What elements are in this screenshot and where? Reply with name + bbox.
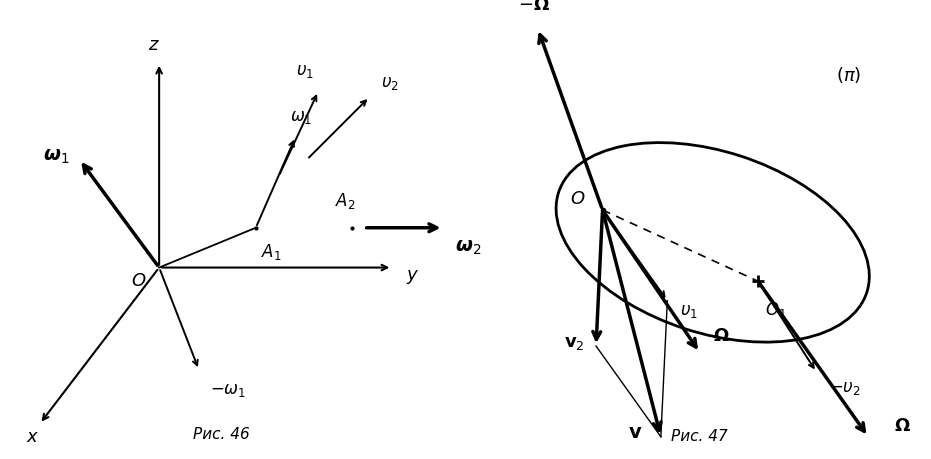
Text: $\boldsymbol{\omega}_2$: $\boldsymbol{\omega}_2$ [454, 237, 481, 256]
Text: Рис. 47: Рис. 47 [671, 428, 728, 443]
Text: $\upsilon_2$: $\upsilon_2$ [381, 73, 398, 91]
Text: $O$: $O$ [130, 271, 146, 289]
Text: $O_1$: $O_1$ [764, 299, 786, 319]
Text: $\omega_1$: $\omega_1$ [290, 107, 312, 125]
Text: $-\upsilon_2$: $-\upsilon_2$ [830, 379, 861, 397]
Text: $A_2$: $A_2$ [335, 190, 356, 211]
Text: $O$: $O$ [570, 190, 586, 208]
Text: $\mathbf{v}_2$: $\mathbf{v}_2$ [563, 333, 585, 351]
Text: $z$: $z$ [148, 36, 159, 54]
Text: $\upsilon_1$: $\upsilon_1$ [295, 62, 314, 80]
Text: $x$: $x$ [25, 427, 39, 445]
Text: Рис. 46: Рис. 46 [194, 426, 250, 441]
Text: $A_1$: $A_1$ [262, 241, 282, 262]
Text: $\upsilon_1$: $\upsilon_1$ [681, 301, 698, 319]
Text: $-\omega_1$: $-\omega_1$ [210, 380, 247, 398]
Text: $\boldsymbol{\Omega}$: $\boldsymbol{\Omega}$ [894, 416, 911, 434]
Text: $\boldsymbol{\omega}_1$: $\boldsymbol{\omega}_1$ [43, 146, 69, 165]
Text: $\boldsymbol{\Omega}$: $\boldsymbol{\Omega}$ [713, 326, 730, 344]
Text: $y$: $y$ [407, 267, 420, 285]
Text: $-\boldsymbol{\Omega}$: $-\boldsymbol{\Omega}$ [519, 0, 550, 14]
Text: $\mathbf{v}$: $\mathbf{v}$ [628, 422, 643, 441]
Text: $(\pi)$: $(\pi)$ [836, 65, 861, 85]
